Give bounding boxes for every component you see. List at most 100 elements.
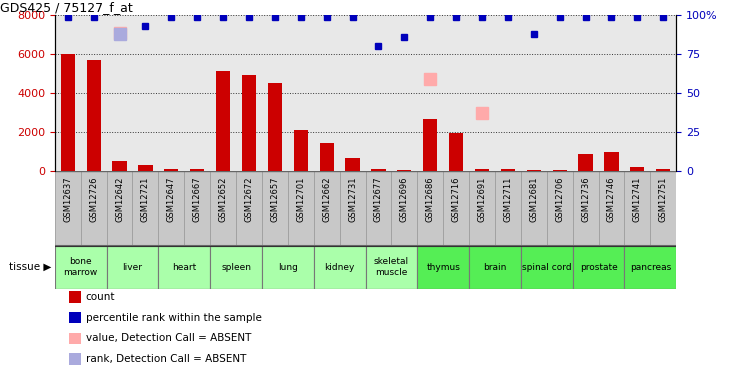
- Text: heart: heart: [172, 263, 197, 272]
- Bar: [262, 171, 288, 246]
- Bar: [423, 119, 437, 171]
- Bar: [294, 130, 308, 171]
- Bar: [651, 171, 676, 246]
- Text: GSM12686: GSM12686: [425, 177, 435, 222]
- Bar: [572, 246, 624, 289]
- Text: GSM12716: GSM12716: [452, 177, 461, 222]
- Bar: [164, 169, 178, 171]
- Text: GSM12667: GSM12667: [193, 177, 202, 222]
- Bar: [624, 171, 651, 246]
- Bar: [216, 71, 230, 171]
- Bar: [495, 171, 520, 246]
- Bar: [340, 171, 366, 246]
- Text: GSM12662: GSM12662: [322, 177, 331, 222]
- Bar: [159, 171, 184, 246]
- Text: count: count: [86, 292, 115, 302]
- Bar: [578, 154, 593, 171]
- Bar: [417, 171, 443, 246]
- Bar: [107, 246, 159, 289]
- Bar: [469, 246, 520, 289]
- Text: GDS425 / 75127_f_at: GDS425 / 75127_f_at: [0, 1, 133, 14]
- Text: GSM12701: GSM12701: [296, 177, 306, 222]
- Bar: [501, 169, 515, 171]
- Bar: [475, 169, 489, 171]
- Bar: [262, 246, 314, 289]
- Bar: [211, 171, 236, 246]
- Bar: [61, 54, 75, 171]
- Text: GSM12751: GSM12751: [659, 177, 667, 222]
- Bar: [526, 170, 541, 171]
- Text: GSM12741: GSM12741: [633, 177, 642, 222]
- Bar: [417, 246, 469, 289]
- Text: lung: lung: [278, 263, 298, 272]
- Text: thymus: thymus: [426, 263, 460, 272]
- Bar: [242, 75, 256, 171]
- Text: GSM12637: GSM12637: [64, 177, 72, 222]
- Text: percentile rank within the sample: percentile rank within the sample: [86, 313, 262, 322]
- Text: value, Detection Call = ABSENT: value, Detection Call = ABSENT: [86, 333, 251, 343]
- Bar: [314, 171, 340, 246]
- Text: spleen: spleen: [221, 263, 251, 272]
- Bar: [159, 246, 211, 289]
- Text: GSM12746: GSM12746: [607, 177, 616, 222]
- Bar: [397, 170, 412, 171]
- Text: tissue ▶: tissue ▶: [9, 262, 51, 272]
- Bar: [469, 171, 495, 246]
- Text: GSM12672: GSM12672: [244, 177, 254, 222]
- Bar: [268, 83, 282, 171]
- Text: GSM12706: GSM12706: [555, 177, 564, 222]
- Bar: [599, 171, 624, 246]
- Bar: [521, 246, 572, 289]
- Text: GSM12642: GSM12642: [115, 177, 124, 222]
- Bar: [630, 167, 645, 171]
- Bar: [443, 171, 469, 246]
- Bar: [288, 171, 314, 246]
- Bar: [86, 60, 101, 171]
- Text: GSM12731: GSM12731: [348, 177, 357, 222]
- Bar: [132, 171, 159, 246]
- Bar: [366, 246, 417, 289]
- Text: GSM12657: GSM12657: [270, 177, 279, 222]
- Text: GSM12696: GSM12696: [400, 177, 409, 222]
- Text: bone
marrow: bone marrow: [64, 258, 98, 277]
- Bar: [138, 165, 153, 171]
- Text: brain: brain: [483, 263, 507, 272]
- Text: GSM12652: GSM12652: [219, 177, 227, 222]
- Text: spinal cord: spinal cord: [522, 263, 572, 272]
- Text: kidney: kidney: [325, 263, 355, 272]
- Text: GSM12736: GSM12736: [581, 177, 590, 222]
- Bar: [190, 169, 205, 171]
- Bar: [113, 161, 126, 171]
- Bar: [572, 171, 599, 246]
- Bar: [553, 170, 567, 171]
- Bar: [656, 169, 670, 171]
- Bar: [211, 246, 262, 289]
- Text: GSM12726: GSM12726: [89, 177, 98, 222]
- Text: GSM12677: GSM12677: [374, 177, 383, 222]
- Text: GSM12691: GSM12691: [477, 177, 487, 222]
- Text: GSM12681: GSM12681: [529, 177, 538, 222]
- Bar: [55, 246, 107, 289]
- Bar: [346, 158, 360, 171]
- Text: pancreas: pancreas: [629, 263, 671, 272]
- Text: GSM12711: GSM12711: [504, 177, 512, 222]
- Text: skeletal
muscle: skeletal muscle: [374, 258, 409, 277]
- Bar: [624, 246, 676, 289]
- Text: GSM12647: GSM12647: [167, 177, 176, 222]
- Bar: [319, 143, 334, 171]
- Text: liver: liver: [123, 263, 143, 272]
- Bar: [449, 133, 463, 171]
- Bar: [547, 171, 572, 246]
- Text: GSM12721: GSM12721: [141, 177, 150, 222]
- Bar: [391, 171, 417, 246]
- Bar: [521, 171, 547, 246]
- Bar: [366, 171, 391, 246]
- Bar: [371, 169, 385, 171]
- Text: rank, Detection Call = ABSENT: rank, Detection Call = ABSENT: [86, 354, 246, 364]
- Bar: [55, 171, 80, 246]
- Bar: [605, 152, 618, 171]
- Bar: [184, 171, 211, 246]
- Bar: [236, 171, 262, 246]
- Bar: [80, 171, 107, 246]
- Text: prostate: prostate: [580, 263, 618, 272]
